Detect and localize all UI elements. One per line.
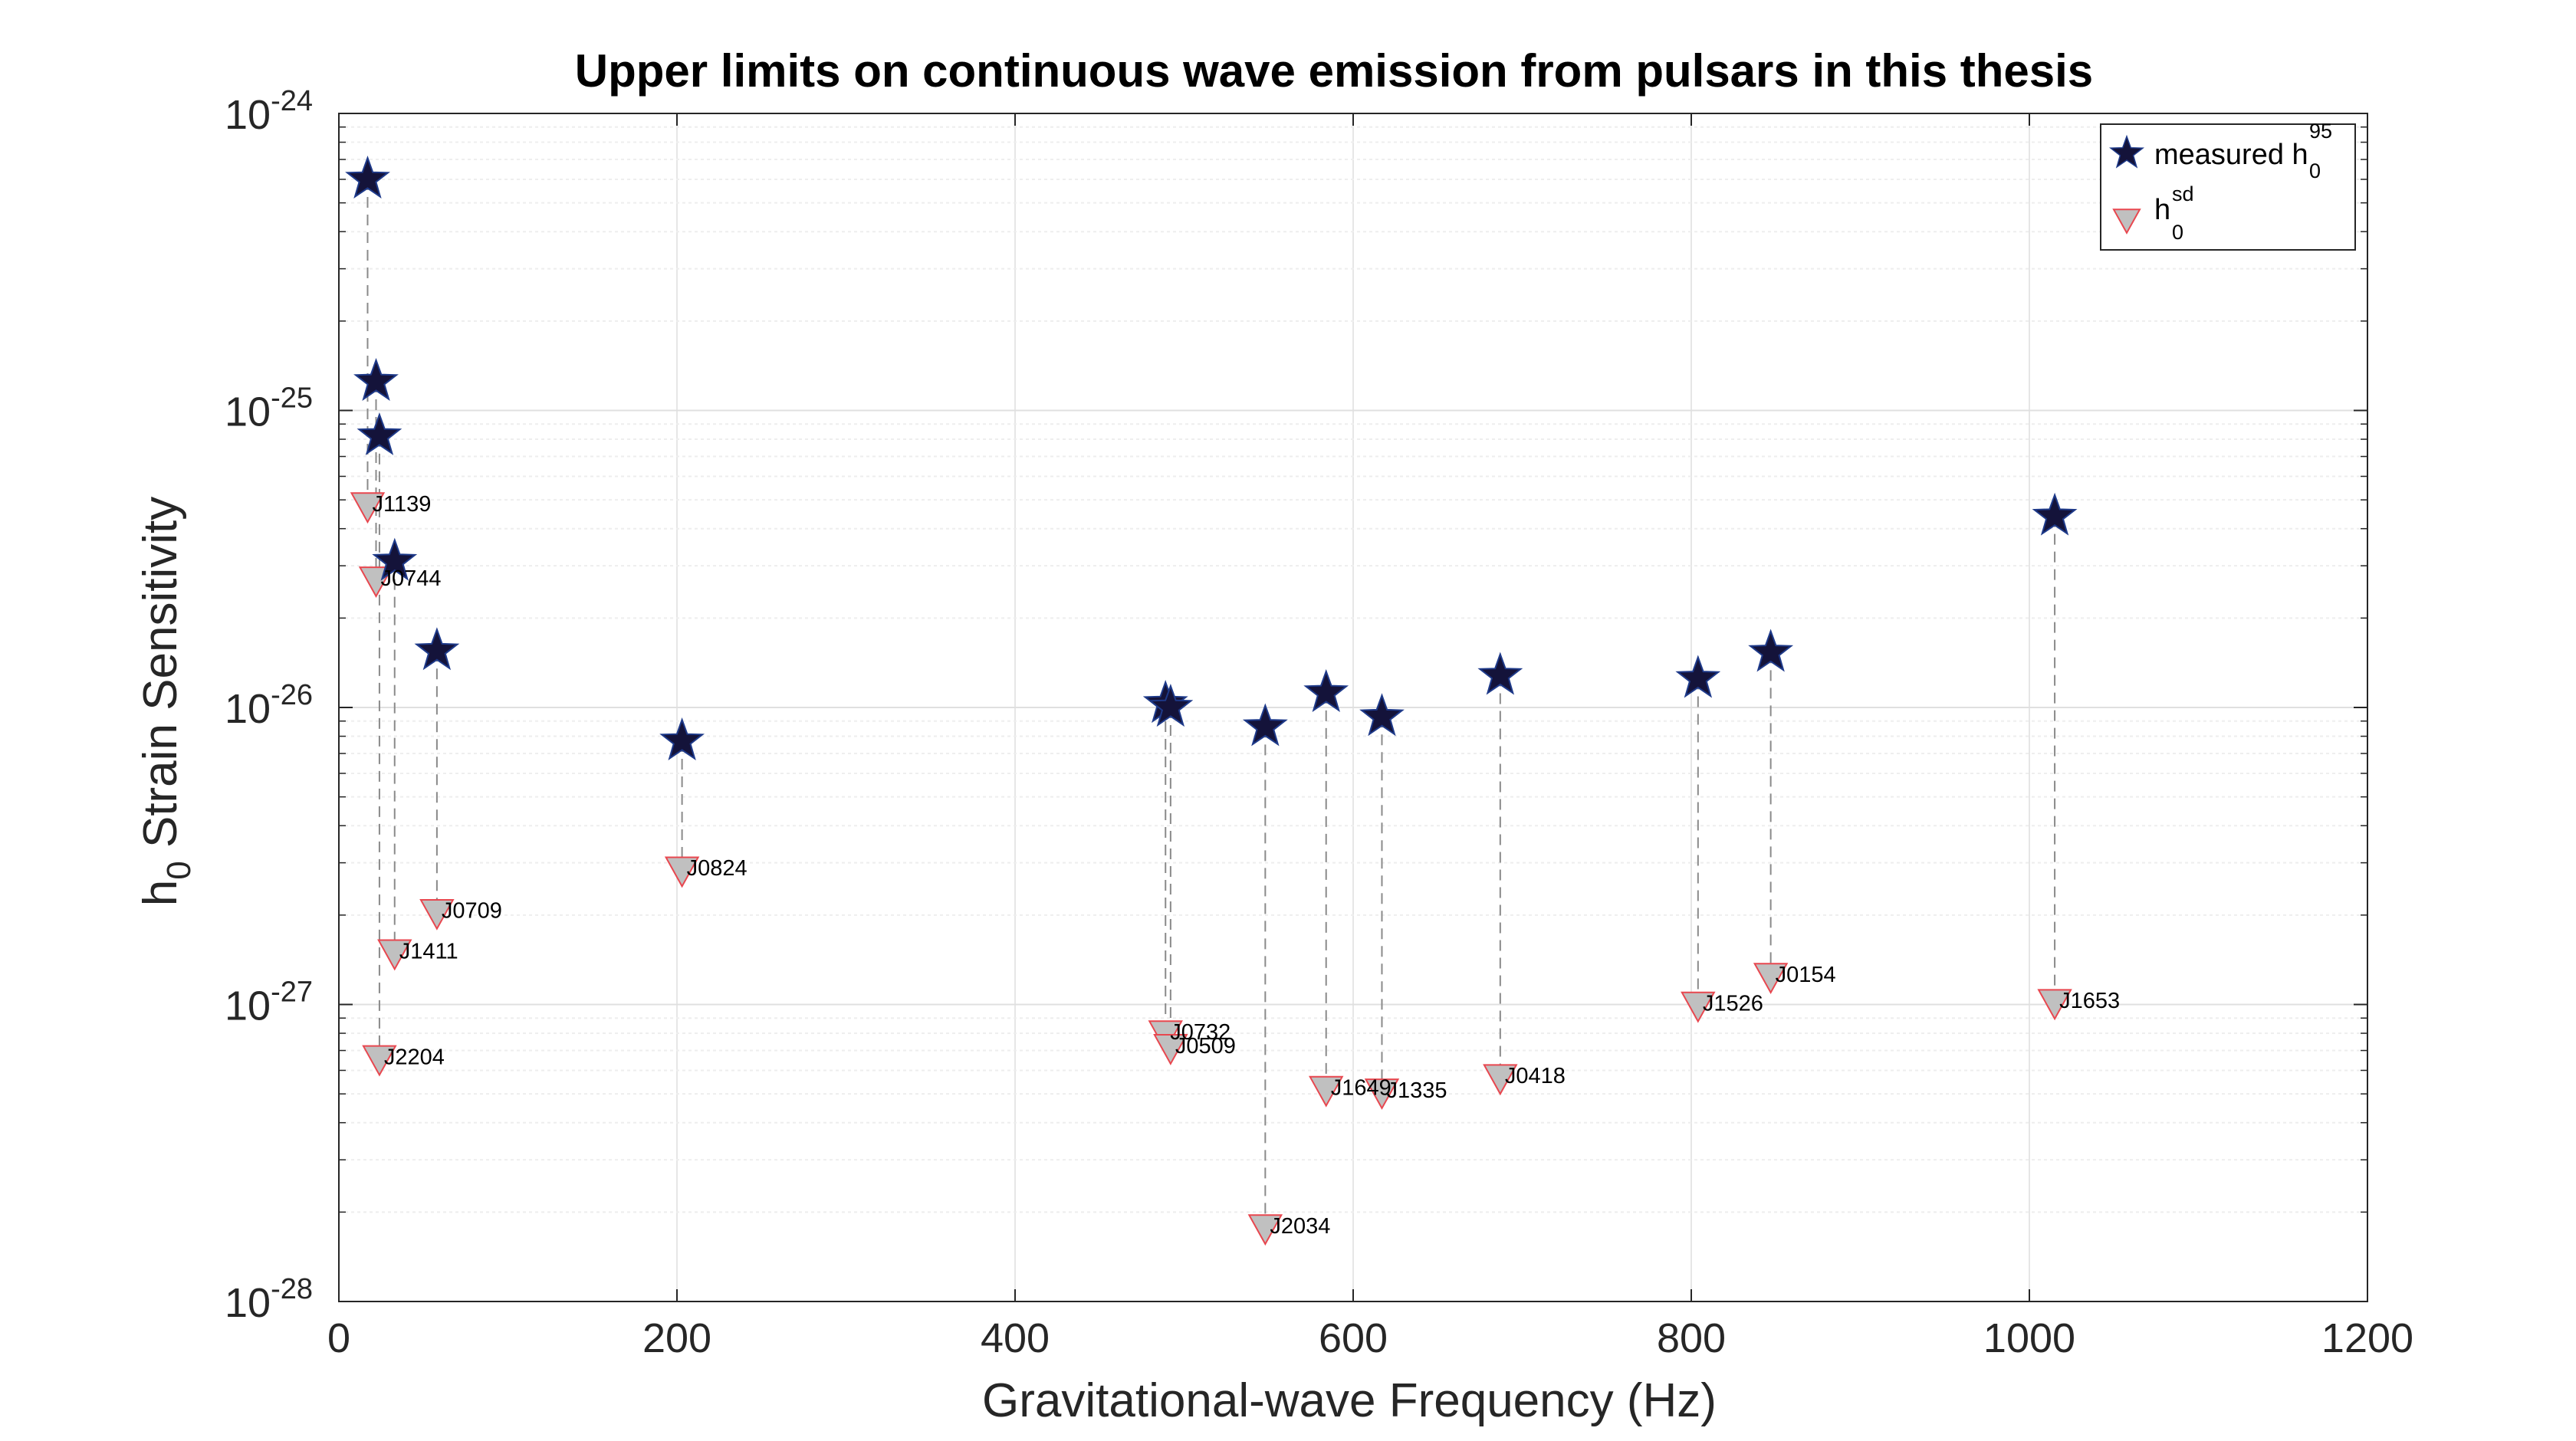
spin-down-marker xyxy=(2037,989,2072,1021)
pulsar-label: J0418 xyxy=(1505,1064,1566,1088)
legend-entry-spindown-sup: sd xyxy=(2172,182,2194,205)
y-tick-exponent: -27 xyxy=(271,977,313,1009)
y-axis-label: h0 Strain Sensitivity xyxy=(134,497,198,906)
grid xyxy=(338,113,2368,1302)
legend-entry-measured: measured h xyxy=(2154,139,2308,171)
pulsar-label: J1411 xyxy=(399,939,458,963)
y-tick-base: 10 xyxy=(225,686,271,732)
measured-marker xyxy=(1359,693,1405,737)
legend-triangle-icon xyxy=(2112,208,2141,235)
measured-marker xyxy=(1148,684,1194,727)
spin-down-marker xyxy=(1247,1214,1283,1246)
legend-entry-spindown-text: h xyxy=(2154,194,2170,226)
spin-down-marker xyxy=(1364,1078,1400,1110)
y-tick-base: 10 xyxy=(225,92,271,138)
measured-marker xyxy=(1675,655,1721,698)
x-tick-label: 800 xyxy=(1657,1315,1726,1361)
legend-entry-spindown: h xyxy=(2154,194,2170,226)
measured-marker xyxy=(345,156,390,199)
measured-marker xyxy=(659,717,705,760)
pulsar-label: J2034 xyxy=(1270,1214,1330,1239)
pulsar-label: J0709 xyxy=(442,899,502,924)
measured-marker xyxy=(1748,629,1794,672)
measured-marker xyxy=(1242,703,1288,747)
y-tick-label: 10-25 xyxy=(225,382,313,435)
pulsar-label: J0824 xyxy=(687,856,748,881)
spin-down-marker xyxy=(664,856,700,888)
connector-lines xyxy=(366,179,2056,1227)
spin-down-marker xyxy=(362,1045,397,1077)
measured-marker xyxy=(1477,652,1523,695)
pulsar-label: J0154 xyxy=(1776,963,1836,987)
pulsar-label: J0744 xyxy=(381,566,442,591)
y-tick-label: 10-27 xyxy=(225,977,313,1029)
x-tick-label: 1000 xyxy=(1983,1315,2075,1361)
spin-down-limit-markers xyxy=(350,492,2072,1246)
y-axis-label-sub: 0 xyxy=(160,861,198,879)
pulsar-label: J2204 xyxy=(384,1045,445,1069)
x-tick-label: 400 xyxy=(981,1315,1050,1361)
y-tick-base: 10 xyxy=(225,983,271,1029)
legend-entry-measured-text: measured h xyxy=(2154,139,2308,171)
legend: measured h 95 0 h sd 0 xyxy=(2100,120,2356,251)
y-axis-label-rest: Strain Sensitivity xyxy=(134,497,187,862)
measured-marker xyxy=(414,627,460,671)
measured-marker xyxy=(2032,492,2078,536)
y-tick-exponent: -26 xyxy=(271,679,313,711)
y-tick-exponent: -28 xyxy=(271,1273,313,1305)
legend-entry-spindown-sub: 0 xyxy=(2172,221,2183,244)
legend-box xyxy=(2100,123,2356,251)
pulsar-label: J0509 xyxy=(1175,1034,1236,1059)
x-tick-label: 200 xyxy=(642,1315,711,1361)
y-axis-label-base: h xyxy=(134,880,187,906)
legend-star-icon xyxy=(2109,134,2144,169)
x-tick-label: 600 xyxy=(1319,1315,1388,1361)
pulsar-label: J1139 xyxy=(372,492,431,517)
pulsar-label: J1649 xyxy=(1331,1076,1392,1101)
spin-down-marker xyxy=(1483,1064,1518,1096)
spin-down-marker xyxy=(1309,1075,1344,1108)
spin-down-marker xyxy=(419,898,455,931)
y-tick-label: 10-26 xyxy=(225,679,313,732)
measured-marker xyxy=(356,412,402,455)
measured-marker xyxy=(353,357,399,401)
y-tick-exponent: -25 xyxy=(271,382,313,415)
x-axis-ticks: 0 200 400 600 800 1000 1200 xyxy=(327,113,2413,1361)
measured-upper-limit-markers xyxy=(345,156,2078,760)
x-axis-label: Gravitational-wave Frequency (Hz) xyxy=(982,1374,1717,1427)
y-tick-base: 10 xyxy=(225,389,271,435)
spin-down-marker xyxy=(1153,1034,1188,1065)
spin-down-marker xyxy=(350,492,386,524)
y-tick-label: 10-28 xyxy=(225,1273,313,1326)
pulsar-label: J0732 xyxy=(1170,1020,1230,1045)
measured-marker xyxy=(1303,668,1349,712)
y-tick-base: 10 xyxy=(225,1280,271,1326)
pulsar-label: J1653 xyxy=(2059,989,2120,1013)
pulsar-label: J1335 xyxy=(1386,1078,1447,1103)
legend-entry-measured-sup: 95 xyxy=(2309,120,2332,143)
chart-title: Upper limits on continuous wave emission… xyxy=(575,45,2093,97)
x-tick-label: 0 xyxy=(327,1315,350,1361)
pulsar-label: J1526 xyxy=(1703,992,1763,1016)
measured-marker xyxy=(372,537,418,581)
spin-down-marker xyxy=(1753,963,1789,995)
legend-entry-measured-sub: 0 xyxy=(2309,159,2321,182)
spin-down-marker xyxy=(1681,991,1716,1023)
spin-down-marker xyxy=(377,939,412,971)
y-tick-label: 10-24 xyxy=(225,85,313,138)
pulsar-labels: J1139 J0744 J2204 J1411 J0709 J0824 J0732J0509… xyxy=(372,492,2120,1239)
x-tick-label: 1200 xyxy=(2321,1315,2413,1361)
y-tick-exponent: -24 xyxy=(271,85,313,117)
